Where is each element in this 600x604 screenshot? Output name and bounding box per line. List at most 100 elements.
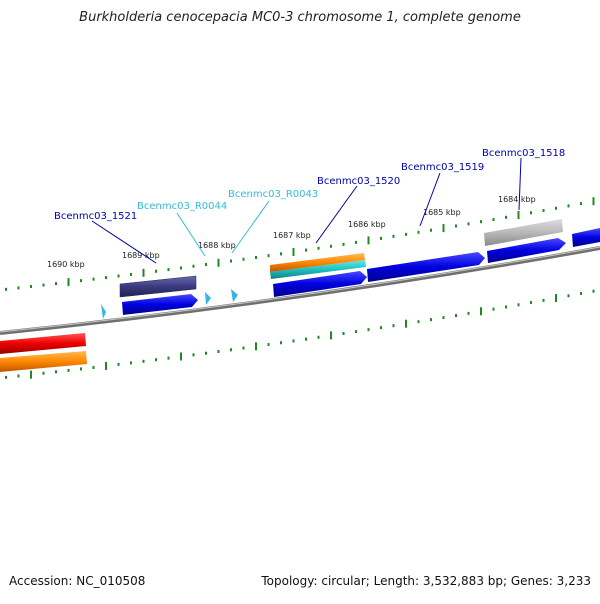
cds-forward-arrow[interactable]	[572, 228, 600, 247]
scale-tick-major	[367, 236, 370, 245]
accession-label: Accession:	[9, 574, 73, 588]
leader-line	[419, 172, 441, 227]
scale-tick-minor	[167, 268, 170, 272]
gene-label-bcenmc03-r0044[interactable]: Bcenmc03_R0044	[137, 201, 227, 212]
scale-tick-minor	[580, 292, 582, 296]
scale-tick-major	[442, 224, 445, 233]
scale-tick-major	[592, 197, 595, 206]
scale-tick-major	[217, 258, 220, 267]
scale-tick-minor	[467, 311, 470, 315]
scale-tick-minor	[55, 370, 57, 374]
map-title: Burkholderia cenocepacia MC0-3 chromosom…	[79, 10, 521, 25]
scale-tick-minor	[142, 359, 145, 363]
scale-tick-major	[105, 361, 107, 370]
scale-tick-minor	[55, 282, 57, 286]
scale-tick-minor	[30, 285, 32, 289]
scale-tick-minor	[155, 358, 157, 362]
kbp-label: 1685 kbp	[423, 208, 461, 217]
gene-bcenmc03-1521-feature[interactable]	[119, 275, 197, 298]
scale-tick-minor	[130, 272, 132, 276]
scale-tick-minor	[192, 264, 195, 268]
leader-line	[518, 157, 522, 211]
gene-label-bcenmc03-1521[interactable]: Bcenmc03_1521	[54, 211, 137, 222]
cds-forward-arrow[interactable]	[487, 238, 566, 263]
trna-marker[interactable]	[231, 289, 238, 302]
gene-feature-red[interactable]	[0, 333, 86, 354]
scale-tick-minor	[5, 287, 7, 291]
scale-tick-minor	[280, 341, 282, 345]
scale-tick-minor	[205, 351, 207, 355]
scale-ticks-outer	[5, 197, 595, 291]
accession-info: Accession: NC_010508	[9, 574, 145, 588]
scale-tick-minor	[505, 215, 507, 219]
trna-marker[interactable]	[205, 292, 211, 305]
scale-tick-minor	[242, 257, 245, 261]
trna-marker[interactable]	[101, 304, 106, 319]
scale-tick-minor	[567, 294, 570, 298]
scale-tick-minor	[442, 316, 445, 320]
cds-forward-arrow[interactable]	[273, 271, 367, 297]
scale-tick-minor	[292, 339, 295, 343]
genome-backbone-highlight	[0, 246, 600, 333]
cds-forward-arrow[interactable]	[367, 252, 485, 282]
scale-tick-major	[292, 247, 295, 256]
scale-tick-minor	[555, 206, 557, 210]
scale-tick-minor	[130, 361, 132, 365]
scale-tick-minor	[255, 255, 257, 259]
scale-tick-minor	[517, 303, 520, 307]
scale-tick-minor	[392, 324, 395, 328]
gene-bcenmc03-1518-feature[interactable]	[484, 219, 563, 246]
scale-tick-minor	[342, 242, 345, 246]
scale-tick-minor	[92, 277, 95, 281]
scale-tick-minor	[280, 252, 282, 256]
leader-line	[176, 212, 206, 257]
scale-tick-minor	[217, 350, 220, 354]
scale-tick-minor	[117, 274, 120, 278]
scale-tick-minor	[242, 346, 245, 350]
topology-info: Topology: circular; Length: 3,532,883 bp…	[261, 574, 591, 588]
scale-tick-major	[480, 307, 482, 316]
kbp-label: 1688 kbp	[198, 241, 236, 250]
leader-line	[315, 185, 358, 244]
scale-tick-minor	[180, 266, 182, 270]
gene-label-bcenmc03-1519[interactable]: Bcenmc03_1519	[401, 162, 484, 173]
scale-tick-minor	[392, 234, 395, 238]
scale-tick-major	[517, 211, 520, 220]
genome-backbone	[0, 246, 600, 335]
scale-tick-minor	[380, 236, 382, 240]
scale-tick-minor	[305, 248, 307, 252]
scale-tick-minor	[492, 307, 495, 311]
scale-tick-minor	[317, 335, 320, 339]
scale-tick-minor	[417, 320, 420, 324]
scale-tick-minor	[117, 362, 120, 366]
gene-label-bcenmc03-r0043[interactable]: Bcenmc03_R0043	[228, 189, 318, 200]
kbp-label: 1686 kbp	[348, 220, 386, 229]
kbp-label: 1690 kbp	[47, 260, 85, 269]
gene-feature-orange[interactable]	[0, 351, 87, 372]
scale-tick-minor	[267, 343, 270, 347]
scale-tick-minor	[480, 220, 482, 224]
scale-tick-major	[555, 294, 557, 303]
scale-tick-minor	[455, 313, 457, 317]
scale-ticks-inner	[5, 289, 595, 379]
gene-label-bcenmc03-1520[interactable]: Bcenmc03_1520	[317, 176, 400, 187]
scale-tick-minor	[42, 283, 45, 287]
scale-tick-minor	[530, 211, 532, 215]
scale-tick-minor	[230, 348, 232, 352]
scale-tick-minor	[505, 305, 507, 309]
scale-tick-minor	[592, 289, 595, 293]
scale-tick-minor	[305, 337, 307, 341]
scale-tick-minor	[467, 222, 470, 226]
scale-tick-minor	[17, 374, 20, 378]
scale-tick-minor	[192, 353, 195, 357]
scale-tick-minor	[230, 259, 232, 263]
rrna-feature-orange[interactable]	[270, 253, 365, 272]
scale-tick-minor	[417, 230, 420, 234]
scale-tick-major	[180, 352, 182, 361]
cds-forward-arrow[interactable]	[122, 294, 198, 315]
rrna-feature-cyan[interactable]	[270, 260, 366, 279]
gene-label-bcenmc03-1518[interactable]: Bcenmc03_1518	[482, 148, 565, 159]
scale-tick-major	[30, 370, 32, 379]
